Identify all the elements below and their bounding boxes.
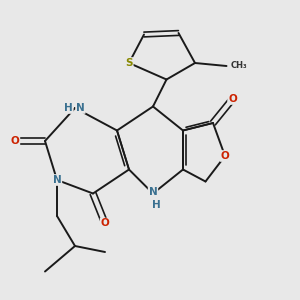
- Text: O: O: [228, 94, 237, 104]
- Text: N: N: [76, 103, 85, 113]
- Text: CH₃: CH₃: [231, 61, 247, 70]
- Text: O: O: [220, 151, 230, 161]
- Text: O: O: [100, 218, 109, 229]
- Text: N: N: [148, 187, 158, 197]
- Text: S: S: [125, 58, 133, 68]
- Text: H: H: [152, 200, 160, 210]
- Text: H: H: [64, 103, 73, 113]
- Text: O: O: [11, 136, 20, 146]
- Text: N: N: [52, 175, 62, 185]
